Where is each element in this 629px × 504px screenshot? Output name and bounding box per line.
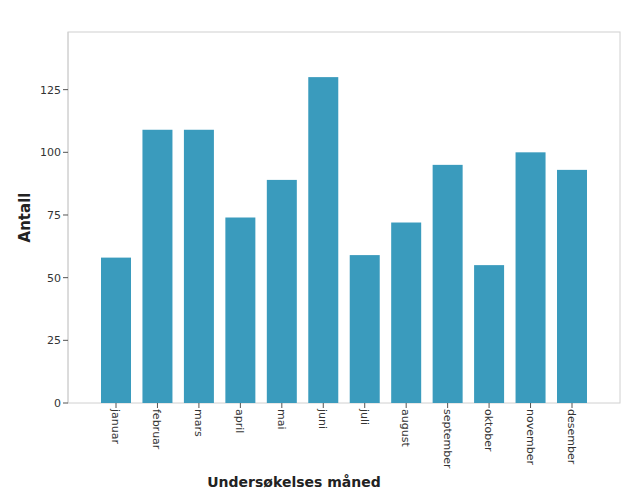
y-tick-label: 100 (40, 146, 61, 159)
y-tick (63, 277, 68, 278)
bar (142, 130, 172, 403)
y-tick-label: 125 (40, 84, 61, 97)
x-tick-label: september (441, 409, 454, 469)
y-tick (63, 403, 68, 404)
x-tick (198, 403, 199, 408)
chart-container: 0 25 50 75 100 125 januar februar mars april mai ju… (0, 0, 629, 504)
x-tick-label: november (524, 409, 537, 465)
bar (350, 255, 380, 403)
chart-svg: 0 25 50 75 100 125 januar februar mars april mai ju… (0, 0, 629, 504)
x-tick (240, 403, 241, 408)
x-tick-label: oktober (482, 409, 495, 452)
x-tick (281, 403, 282, 408)
x-tick (489, 403, 490, 408)
x-tick (323, 403, 324, 408)
y-tick-label: 75 (47, 209, 61, 222)
y-tick (63, 214, 68, 215)
x-tick-label: mai (275, 409, 288, 430)
y-axis-line (68, 32, 69, 403)
y-tick (63, 152, 68, 153)
bar (225, 218, 255, 404)
x-tick-label: juni (316, 408, 329, 429)
bar (308, 77, 338, 403)
x-tick-label: februar (150, 409, 163, 450)
x-tick (572, 403, 573, 408)
y-tick-label: 25 (47, 334, 61, 347)
x-tick-label: mars (192, 409, 205, 437)
x-tick (364, 403, 365, 408)
x-tick (157, 403, 158, 408)
y-axis-title: Antall (16, 193, 34, 243)
plot-frame (68, 32, 620, 403)
x-tick (116, 403, 117, 408)
x-tick (447, 403, 448, 408)
bar (557, 170, 587, 403)
bar (433, 165, 463, 403)
x-tick-label: juli (358, 408, 371, 425)
bar (184, 130, 214, 403)
y-tick-label: 50 (47, 272, 61, 285)
bar (101, 258, 131, 403)
y-tick-label: 0 (54, 397, 61, 410)
y-tick (63, 89, 68, 90)
x-tick-label: januar (109, 408, 122, 444)
bar (267, 180, 297, 403)
bar (474, 265, 504, 403)
bar (516, 152, 546, 403)
x-tick (530, 403, 531, 408)
x-tick-label: april (233, 409, 246, 433)
x-axis-title: Undersøkelses måned (207, 474, 381, 490)
bar (391, 223, 421, 403)
x-tick (406, 403, 407, 408)
bars (101, 77, 587, 403)
x-tick-label: desember (565, 409, 578, 465)
y-tick (63, 340, 68, 341)
x-tick-label: august (399, 409, 412, 447)
